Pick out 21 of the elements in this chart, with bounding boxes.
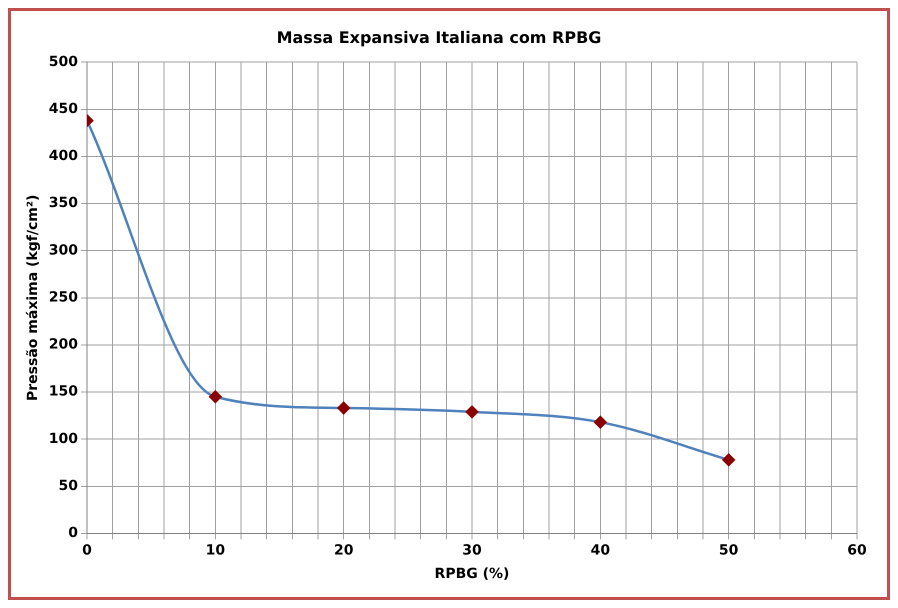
- x-tick-label: 60: [847, 542, 867, 558]
- y-tick-label: 350: [48, 195, 78, 212]
- x-tick-label: 50: [718, 542, 739, 558]
- y-axis-title: Pressão máxima (kgf/cm²): [25, 194, 42, 401]
- y-tick-label: 450: [48, 100, 78, 117]
- y-tick-label: 250: [48, 289, 78, 306]
- y-tick-label: 200: [48, 336, 78, 353]
- x-tick-label: 10: [206, 542, 226, 558]
- y-tick-label: 300: [48, 242, 78, 258]
- chart-title: Massa Expansiva Italiana com RPBG: [276, 28, 602, 47]
- y-tick-label: 500: [48, 54, 78, 70]
- x-tick-label: 30: [462, 542, 482, 558]
- y-tick-label: 0: [68, 525, 78, 542]
- y-tick-label: 400: [48, 148, 78, 164]
- y-tick-label: 100: [48, 430, 78, 447]
- x-tick-label: 20: [334, 542, 354, 558]
- x-tick-label: 40: [590, 542, 610, 558]
- x-axis-title: RPBG (%): [434, 566, 510, 582]
- x-tick-label: 0: [82, 542, 92, 558]
- y-tick-label: 50: [58, 478, 78, 494]
- y-tick-label: 150: [48, 384, 78, 400]
